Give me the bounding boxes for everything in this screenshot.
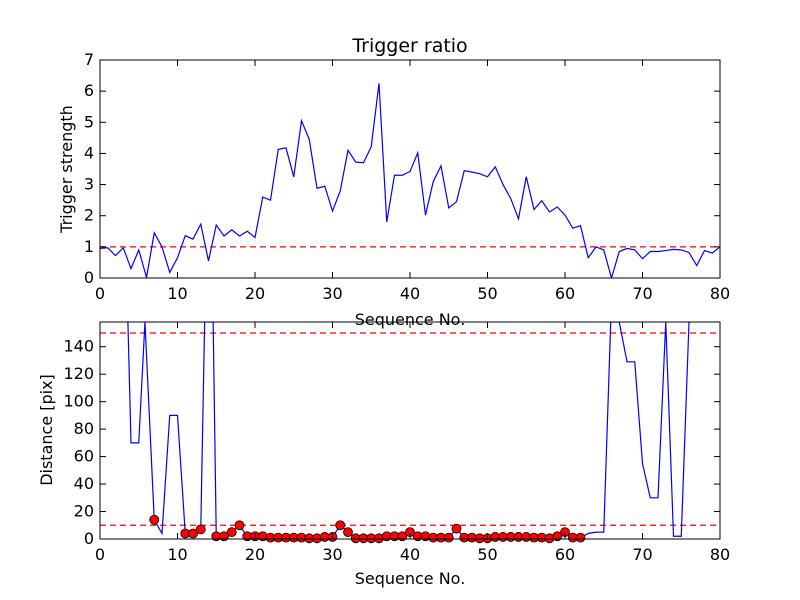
top-y-tick-label: 3	[84, 175, 94, 194]
bot-y-tick-label: 100	[63, 392, 94, 411]
bot-y-tick-label: 20	[74, 502, 94, 521]
bot-y-tick-label: 40	[74, 474, 94, 493]
top-y-axis-label: Trigger strength	[57, 105, 76, 234]
top-x-tick-label: 50	[477, 284, 497, 303]
top-plot-frame	[99, 59, 721, 279]
bot-x-tick-label: 80	[710, 545, 730, 564]
bottom-panel: 0 10 20 30 40 50 60 70 80 0 20 40 60 80 100 120 140 Seq…	[37, 321, 730, 588]
bottom-x-ticks: 0 10 20 30 40 50 60 70 80	[95, 322, 730, 564]
bottom-marker-point	[451, 523, 462, 534]
bottom-marker-point	[226, 527, 237, 538]
bottom-marker-point	[335, 520, 346, 531]
bottom-marker-point	[195, 524, 206, 535]
bottom-marker-point	[575, 532, 586, 543]
top-x-axis-label: Sequence No.	[355, 310, 466, 329]
bottom-y-axis-label: Distance [pix]	[37, 374, 56, 486]
top-series-line	[100, 83, 720, 278]
bot-x-tick-label: 50	[477, 545, 497, 564]
top-y-tick-label: 2	[84, 206, 94, 225]
bottom-y-ticks: 0 20 40 60 80 100 120 140	[63, 337, 720, 548]
bot-x-tick-label: 10	[167, 545, 187, 564]
bot-y-tick-label: 60	[74, 447, 94, 466]
bottom-plot-frame	[99, 321, 721, 540]
top-y-ticks: 0 1 2 3 4 5 6 7	[84, 50, 720, 287]
top-y-tick-label: 4	[84, 143, 94, 162]
top-y-tick-label: 6	[84, 81, 94, 100]
bottom-marker-point	[443, 532, 454, 543]
bot-y-tick-label: 120	[63, 364, 94, 383]
bot-y-tick-label: 80	[74, 419, 94, 438]
top-x-ticks: 0 10 20 30 40 50 60 70 80	[95, 60, 730, 303]
top-y-tick-label: 0	[84, 268, 94, 287]
bot-x-tick-label: 60	[555, 545, 575, 564]
bottom-marker-point	[234, 520, 245, 531]
top-x-tick-label: 40	[400, 284, 420, 303]
bottom-marker-point	[343, 527, 353, 538]
bot-x-tick-label: 40	[400, 545, 420, 564]
bot-x-tick-label: 70	[632, 545, 652, 564]
top-x-tick-label: 30	[322, 284, 342, 303]
top-x-tick-label: 10	[167, 284, 187, 303]
top-x-tick-label: 20	[245, 284, 265, 303]
bot-y-tick-label: 140	[63, 337, 94, 356]
bottom-x-axis-label: Sequence No.	[355, 569, 466, 588]
top-y-tick-label: 5	[84, 112, 94, 131]
top-y-tick-label: 1	[84, 237, 94, 256]
bot-x-tick-label: 20	[245, 545, 265, 564]
bottom-series-line	[127, 322, 693, 539]
bot-x-tick-label: 30	[322, 545, 342, 564]
top-x-tick-label: 60	[555, 284, 575, 303]
top-panel: Trigger ratio 0 10 20 30 40 50 60 70 80 0 1 2 3 4 5 6 7…	[57, 35, 730, 329]
bottom-marker-point	[149, 514, 160, 525]
top-x-tick-label: 80	[710, 284, 730, 303]
bot-x-tick-label: 0	[95, 545, 105, 564]
top-chart-title: Trigger ratio	[351, 35, 467, 57]
bot-y-tick-label: 0	[84, 529, 94, 548]
top-y-tick-label: 7	[84, 50, 94, 69]
top-x-tick-label: 0	[95, 284, 105, 303]
bottom-marker-point	[188, 528, 198, 539]
top-x-tick-label: 70	[632, 284, 652, 303]
